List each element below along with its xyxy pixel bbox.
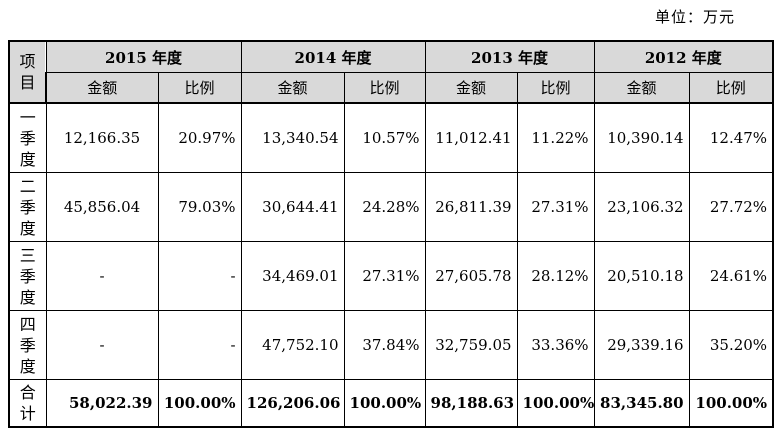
amount-cell: 45,856.04 [45, 172, 159, 242]
amount-cell: 26,811.39 [424, 172, 518, 242]
ratio-header: 比例 [343, 72, 426, 104]
amount-header: 金额 [424, 72, 518, 104]
unit-label: 单位：万元 [654, 8, 735, 26]
amount-cell: - [45, 241, 159, 311]
row-label: 一季度 [8, 102, 47, 173]
quarterly-revenue-table: 项 目 2015 年度 2014 年度 2013 年度 2012 年度 金额 比… [8, 40, 775, 428]
amount-header: 金额 [240, 72, 345, 104]
amount-cell: 30,644.41 [240, 172, 345, 242]
amount-cell: 34,469.01 [240, 241, 345, 311]
ratio-cell: 37.84% [343, 310, 426, 380]
ratio-header: 比例 [157, 72, 242, 104]
table-row-total: 合计 58,022.39 100.00% 126,206.06 100.00% … [8, 379, 775, 428]
amount-cell: 29,339.16 [593, 310, 690, 380]
ratio-header: 比例 [688, 72, 775, 104]
ratio-header: 比例 [516, 72, 595, 104]
total-ratio-cell: 100.00% [688, 379, 775, 428]
header-row-years: 项 目 2015 年度 2014 年度 2013 年度 2012 年度 [8, 40, 775, 104]
year-header-2012: 2012 年度 [593, 40, 775, 73]
table-row-q3: 三季度 - - 34,469.01 27.31% 27,605.78 28.12… [8, 241, 775, 311]
year-header-2013: 2013 年度 [424, 40, 595, 73]
row-label: 合计 [8, 379, 47, 428]
row-label: 四季度 [8, 310, 47, 380]
year-header-2015: 2015 年度 [45, 40, 242, 73]
total-ratio-cell: 100.00% [516, 379, 595, 428]
amount-cell: 47,752.10 [240, 310, 345, 380]
header-row-subcolumns: 金额 比例 金额 比例 金额 比例 金额 比例 [9, 72, 775, 104]
amount-cell: 12,166.35 [45, 102, 159, 173]
item-header-cell: 项 目 [8, 40, 47, 104]
ratio-cell: 33.36% [516, 310, 595, 380]
total-amount-cell: 126,206.06 [240, 379, 345, 428]
ratio-cell: 27.31% [516, 172, 595, 242]
amount-cell: 10,390.14 [593, 102, 690, 173]
amount-cell: 23,106.32 [593, 172, 690, 242]
table-row-q1: 一季度 12,166.35 20.97% 13,340.54 10.57% 11… [8, 102, 775, 173]
amount-cell: 20,510.18 [593, 241, 690, 311]
amount-header: 金额 [593, 72, 690, 104]
ratio-cell: 12.47% [688, 102, 775, 173]
ratio-cell: 11.22% [516, 102, 595, 173]
row-label: 三季度 [8, 241, 47, 311]
total-amount-cell: 98,188.63 [424, 379, 518, 428]
ratio-cell: - [157, 241, 242, 311]
total-amount-cell: 83,345.80 [593, 379, 690, 428]
ratio-cell: 24.28% [343, 172, 426, 242]
amount-cell: 11,012.41 [424, 102, 518, 173]
amount-header: 金额 [45, 72, 159, 104]
ratio-cell: - [157, 310, 242, 380]
amount-cell: 32,759.05 [424, 310, 518, 380]
row-label: 二季度 [8, 172, 47, 242]
ratio-cell: 27.31% [343, 241, 426, 311]
ratio-cell: 27.72% [688, 172, 775, 242]
total-ratio-cell: 100.00% [157, 379, 242, 428]
table-row-q4: 四季度 - - 47,752.10 37.84% 32,759.05 33.36… [8, 310, 775, 380]
total-amount-cell: 58,022.39 [45, 379, 159, 428]
total-ratio-cell: 100.00% [343, 379, 426, 428]
ratio-cell: 79.03% [157, 172, 242, 242]
amount-cell: 13,340.54 [240, 102, 345, 173]
amount-cell: - [45, 310, 159, 380]
year-header-2014: 2014 年度 [240, 40, 426, 73]
amount-cell: 27,605.78 [424, 241, 518, 311]
ratio-cell: 10.57% [343, 102, 426, 173]
ratio-cell: 28.12% [516, 241, 595, 311]
ratio-cell: 24.61% [688, 241, 775, 311]
ratio-cell: 35.20% [688, 310, 775, 380]
ratio-cell: 20.97% [157, 102, 242, 173]
table-row-q2: 二季度 45,856.04 79.03% 30,644.41 24.28% 26… [8, 172, 775, 242]
